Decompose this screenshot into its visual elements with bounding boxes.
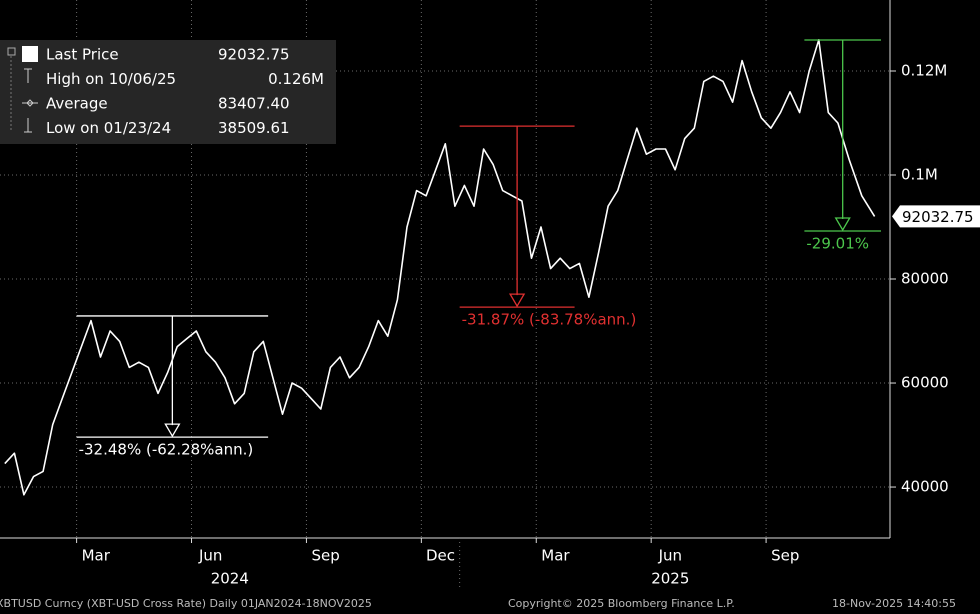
legend-icon xyxy=(7,47,16,56)
y-tick-label: 40000 xyxy=(901,478,949,496)
footer-left: XBTUSD Curncy (XBT-USD Cross Rate) Daily… xyxy=(0,597,372,610)
legend-icon xyxy=(22,46,38,62)
footer-center: Copyright© 2025 Bloomberg Finance L.P. xyxy=(508,597,735,610)
grid xyxy=(0,0,890,538)
drawdown-label: -29.01% xyxy=(806,235,869,253)
footer-bar xyxy=(0,594,980,614)
legend-value: 0.126M xyxy=(268,70,324,88)
legend-box xyxy=(0,40,336,144)
x-tick-label: Jun xyxy=(658,547,682,565)
x-tick-label: Mar xyxy=(541,547,570,565)
x-tick-label: Jun xyxy=(198,547,222,565)
legend-icon xyxy=(24,68,32,83)
y-tick-label: 0.1M xyxy=(901,165,938,183)
legend-label: High on 10/06/25 xyxy=(46,70,176,88)
legend-icon xyxy=(22,99,38,107)
plot xyxy=(4,39,876,496)
drawdown-arrow xyxy=(508,293,526,308)
last-price-tag xyxy=(892,205,980,228)
drawdown-arrow xyxy=(834,217,851,232)
year-label: 2025 xyxy=(651,570,689,588)
footer-right: 18-Nov-2025 14:40:55 xyxy=(832,597,956,610)
x-tick-label: Mar xyxy=(82,547,111,565)
legend xyxy=(0,40,336,144)
y-tick-label: 60000 xyxy=(901,374,949,392)
legend-value: 92032.75 xyxy=(218,46,290,64)
legend-label: Last Price xyxy=(46,46,119,64)
legend-label: Low on 01/23/24 xyxy=(46,119,171,137)
drawdown-label: -31.87% (-83.78%ann.) xyxy=(462,311,637,329)
drawdown-label: -32.48% (-62.28%ann.) xyxy=(79,441,254,459)
year-label: 2024 xyxy=(211,570,249,588)
legend-value: 83407.40 xyxy=(218,95,290,113)
y-tick-label: 80000 xyxy=(901,270,949,288)
price-line xyxy=(4,39,876,496)
legend-icon xyxy=(24,118,32,133)
legend-value: 38509.61 xyxy=(218,119,290,137)
x-tick-label: Sep xyxy=(311,547,339,565)
drawdown-arrow xyxy=(164,423,181,438)
legend-label: Average xyxy=(46,95,108,113)
x-tick-label: Sep xyxy=(771,547,799,565)
x-tick-label: Dec xyxy=(426,547,455,565)
y-tick-label: 0.12M xyxy=(901,61,947,79)
last-price-label: 92032.75 xyxy=(902,208,974,226)
legend-text: Last Price 92032.75 High on 10/06/25 0.126M… xyxy=(46,46,324,138)
